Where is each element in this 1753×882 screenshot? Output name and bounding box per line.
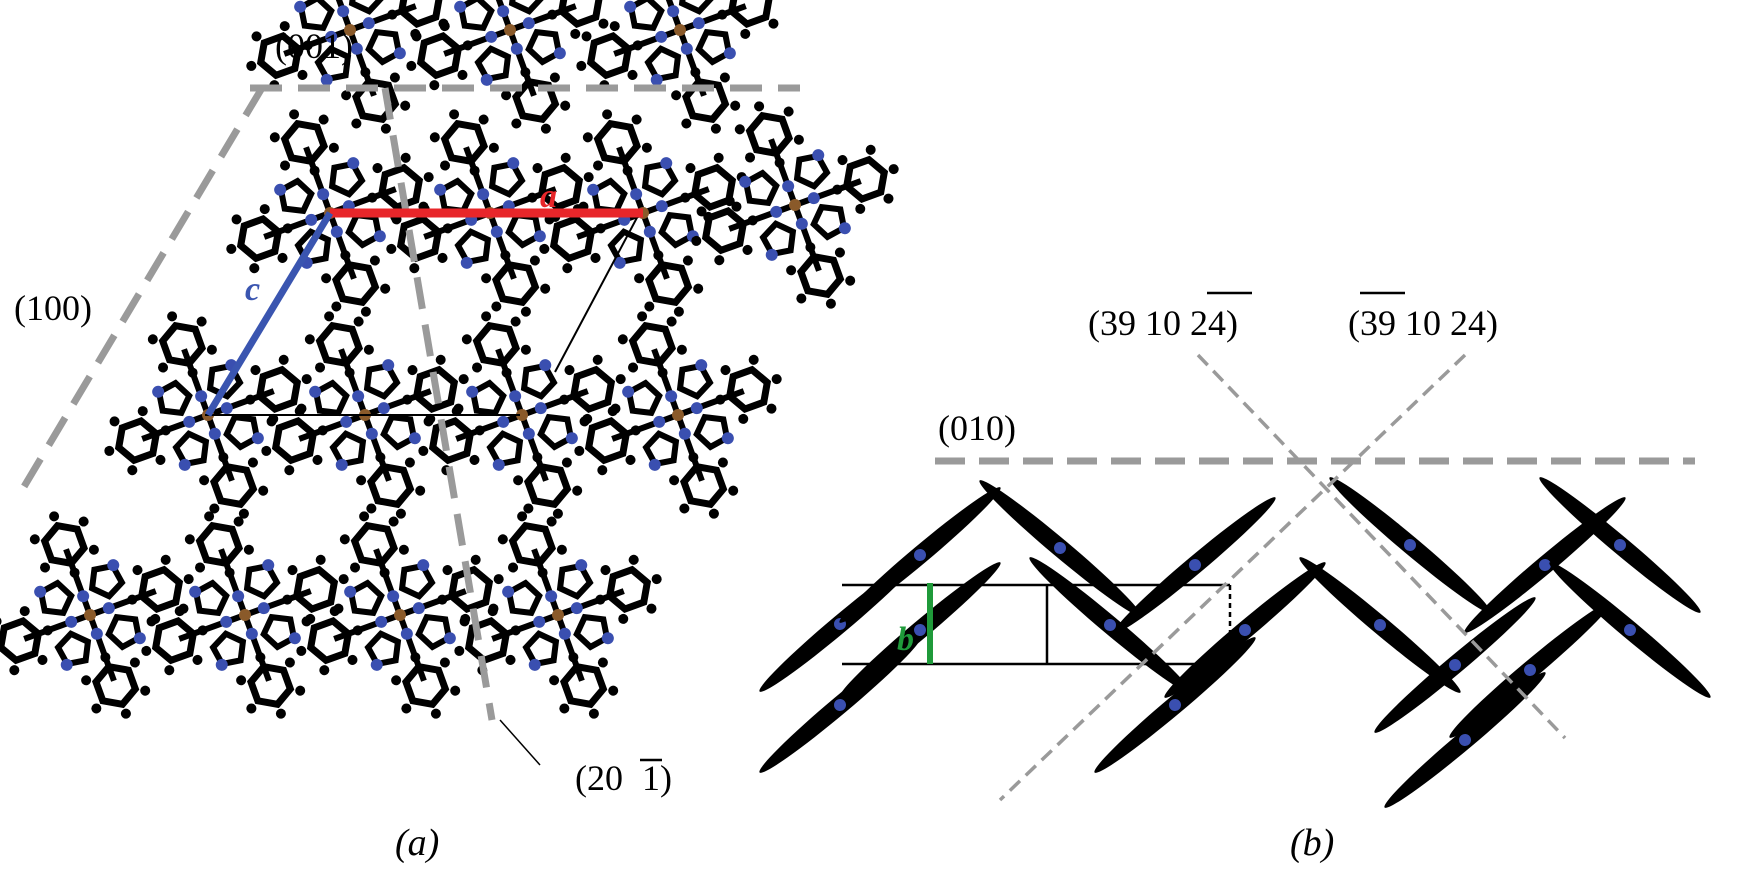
plane-100-line	[18, 86, 266, 492]
plane-201-label-bar-digit: 1	[642, 758, 660, 798]
molecule-edge-on	[979, 480, 1141, 616]
phthalocyanine-molecule	[296, 511, 504, 719]
plane-39-10-m24-line	[1196, 353, 1567, 740]
vector-b-label: b	[897, 621, 914, 658]
phthalocyanine-molecule	[261, 311, 469, 519]
caption-a: (a)	[395, 822, 439, 864]
molecule-edge-on	[1114, 497, 1276, 633]
molecule-edge-on	[1374, 597, 1536, 733]
molecule-edge-on	[1449, 602, 1611, 738]
plane-m39-10-24-line	[998, 353, 1467, 802]
molecule-edge-on	[839, 562, 1001, 698]
phthalocyanine-molecule	[386, 109, 594, 317]
label-part: (39 10 24)	[1348, 303, 1498, 343]
plane-201-line	[381, 87, 496, 721]
caption-b: (b)	[1290, 822, 1334, 864]
plane-001-label: (001)	[275, 26, 353, 66]
plane-010-label: (010)	[938, 408, 1016, 448]
plane-201-label-text: (20	[575, 758, 623, 798]
vector-c	[205, 211, 333, 417]
label-prefix: (39 10	[1088, 303, 1190, 343]
plane-201-label-close: )	[660, 758, 672, 798]
panel-b-cell	[842, 583, 1232, 666]
unit-cell-edge	[554, 211, 641, 373]
label-suffix: )	[1226, 303, 1238, 343]
panel-b-planes	[935, 353, 1695, 802]
panel-a-planes	[18, 84, 800, 721]
phthalocyanine-molecule	[574, 311, 782, 519]
vector-a-label: a	[540, 178, 557, 215]
molecule-edge-on	[1384, 672, 1546, 808]
vector-c-label: c	[245, 271, 260, 308]
plane-201-leader	[499, 719, 541, 766]
molecule-edge-on	[1539, 477, 1701, 613]
label-prefix: (	[1348, 303, 1360, 343]
label-overbar-digits: 39	[1360, 303, 1396, 343]
plane-100-label: (100)	[14, 288, 92, 328]
molecule-edge-on	[1299, 557, 1461, 693]
plane-m39-10-24-label: (39 10 24)	[1348, 291, 1498, 343]
molecule-edge-on	[839, 487, 1001, 623]
plane-201-label: (20 1 )	[575, 758, 672, 798]
molecule-edge-on	[1094, 637, 1256, 773]
phthalocyanine-molecule	[104, 311, 312, 519]
phthalocyanine-molecule	[691, 101, 899, 309]
panel-a-molecules	[0, 0, 899, 719]
molecule-edge-on	[1549, 562, 1711, 698]
phthalocyanine-molecule	[406, 0, 609, 134]
phthalocyanine-molecule	[141, 511, 349, 719]
panel-b-molecules	[759, 477, 1711, 808]
molecule-edge-on	[1329, 477, 1491, 613]
phthalocyanine-molecule	[576, 0, 779, 134]
plane-39-10-m24-label: (39 10 24)	[1088, 291, 1252, 343]
label-overbar-digits: 24	[1190, 303, 1226, 343]
molecule-edge-on	[1464, 497, 1626, 633]
phthalocyanine-molecule	[0, 511, 194, 719]
label-part: (39 10 24)	[1088, 303, 1238, 343]
molecule-edge-on	[1029, 557, 1191, 693]
label-suffix: 10 24)	[1396, 303, 1498, 343]
